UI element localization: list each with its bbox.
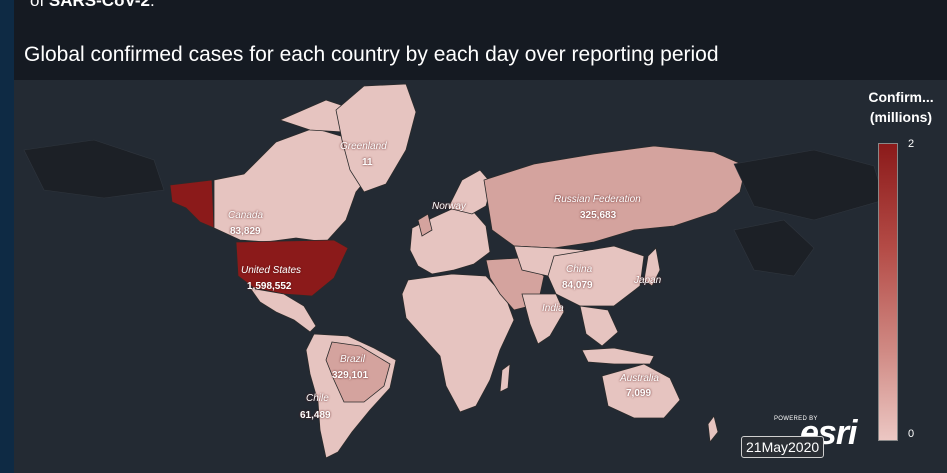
country-australia[interactable]	[601, 363, 681, 419]
page-title: Global confirmed cases for each country …	[24, 43, 719, 66]
region-se-asia[interactable]	[579, 305, 619, 347]
country-japan[interactable]	[643, 247, 661, 287]
region-africa[interactable]	[401, 273, 515, 413]
country-label-norway: Norway	[432, 201, 466, 212]
country-label-australia: Australia	[620, 373, 659, 384]
country-united-states[interactable]	[235, 239, 349, 297]
country-label-china: China	[566, 264, 593, 275]
nodata-east-2	[733, 219, 815, 277]
map-panel[interactable]: Greenland 11 Canada 83,829 United States…	[14, 80, 947, 473]
country-value-canada: 83,829	[230, 226, 261, 237]
country-label-greenland: Greenland	[340, 141, 387, 152]
esri-powered-by: POWERED BY	[774, 416, 818, 422]
country-label-united-states: United States	[241, 265, 302, 276]
country-brazil[interactable]	[325, 341, 391, 403]
country-value-chile: 61,489	[300, 410, 331, 421]
country-label-india: India	[542, 303, 564, 314]
country-madagascar[interactable]	[499, 363, 511, 393]
country-value-china: 84,079	[562, 280, 593, 291]
country-label-japan: Japan	[634, 275, 662, 286]
country-china[interactable]	[547, 245, 645, 307]
country-label-russia: Russian Federation	[554, 194, 641, 205]
legend-title-line1: Confirm...	[868, 89, 934, 105]
world-map[interactable]	[14, 80, 947, 473]
date-label: 21May2020	[741, 436, 825, 458]
country-greenland[interactable]	[335, 83, 417, 193]
country-value-australia: 7,099	[626, 388, 652, 399]
country-mexico[interactable]	[249, 287, 317, 333]
nodata-west	[23, 139, 165, 199]
legend-title: Confirm... (millions)	[858, 87, 944, 127]
legend-max-label: 2	[908, 138, 915, 150]
country-india[interactable]	[521, 293, 565, 345]
legend-min-label: 0	[908, 428, 915, 440]
legend-title-line2: (millions)	[869, 109, 933, 125]
country-label-chile: Chile	[306, 393, 329, 404]
country-label-brazil: Brazil	[340, 354, 366, 365]
country-alaska[interactable]	[169, 179, 215, 229]
country-value-brazil: 329,101	[332, 370, 369, 381]
country-uk[interactable]	[417, 213, 433, 237]
country-label-canada: Canada	[228, 210, 264, 221]
legend-color-ramp	[878, 143, 898, 441]
country-indonesia[interactable]	[581, 347, 655, 365]
country-value-united-states: 1,598,552	[247, 281, 292, 292]
country-value-russia: 325,683	[580, 210, 617, 221]
intro-text: of SARS-CoV-2.	[30, 0, 155, 10]
left-edge-strip	[0, 0, 14, 473]
country-new-zealand[interactable]	[707, 415, 719, 444]
country-value-greenland: 11	[362, 157, 373, 168]
country-canada[interactable]	[213, 127, 377, 243]
